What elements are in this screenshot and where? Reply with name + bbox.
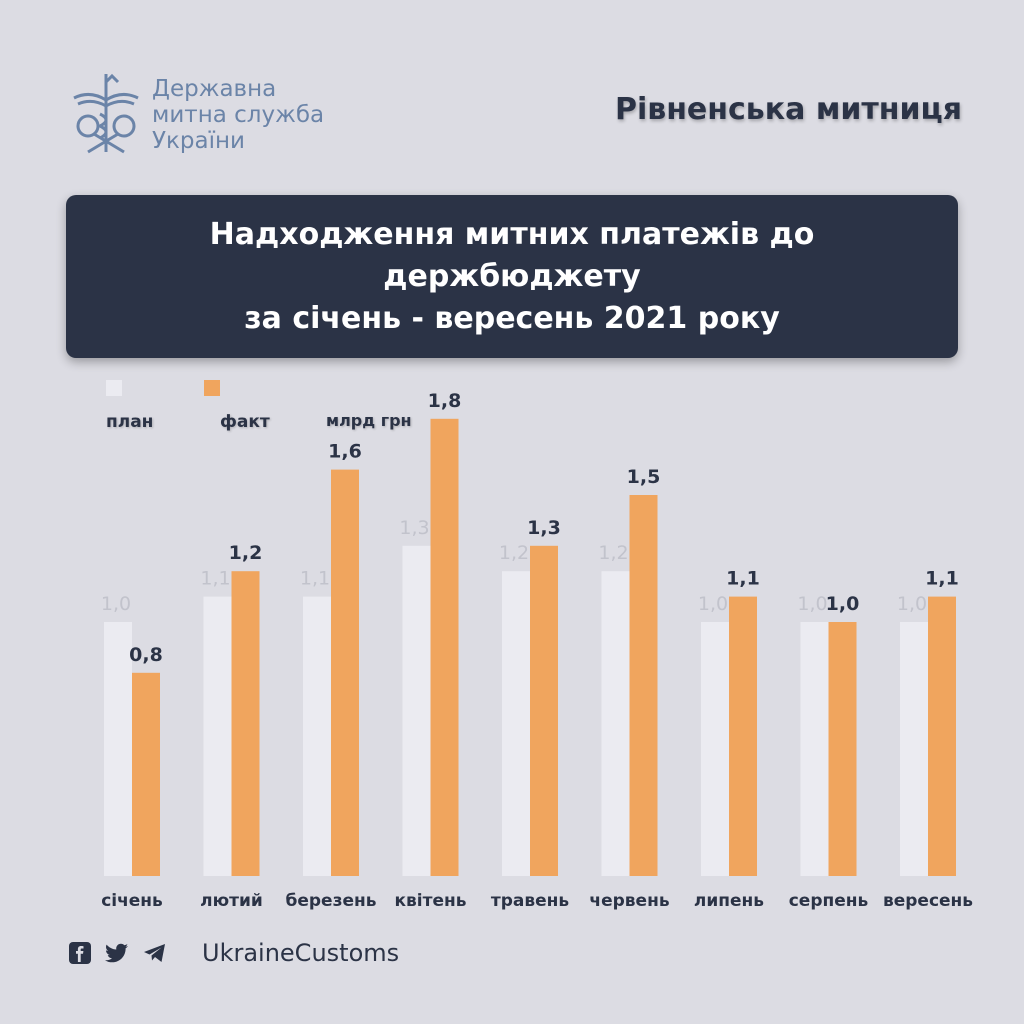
bar-plan: [502, 571, 530, 876]
legend-swatch-fact: [204, 380, 220, 396]
category-label: вересень: [883, 891, 973, 911]
chart-title-line: за січень - вересень 2021 року: [244, 300, 780, 336]
data-label-plan: 1,2: [598, 542, 628, 564]
data-label-fact: 1,1: [726, 568, 760, 590]
legend-swatch-plan: [106, 380, 122, 396]
chart-title-box: Надходження митних платежів до держбюдже…: [66, 195, 958, 358]
data-label-fact: 0,8: [129, 644, 163, 666]
category-label: лютий: [200, 891, 263, 911]
customs-logo: [66, 70, 146, 156]
social-handle[interactable]: UkraineCustoms: [202, 939, 400, 967]
data-label-plan: 1,1: [300, 568, 330, 590]
category-label: травень: [491, 891, 569, 911]
category-label: квітень: [394, 891, 466, 911]
category-label: березень: [285, 891, 376, 911]
category-label: січень: [101, 891, 163, 911]
data-label-plan: 1,0: [698, 593, 728, 615]
data-label-fact: 1,0: [826, 593, 860, 615]
facebook-icon[interactable]: [68, 941, 92, 965]
data-label-plan: 1,0: [797, 593, 827, 615]
org-line: митна служба: [152, 102, 325, 128]
data-label-plan: 1,2: [499, 542, 529, 564]
bar-fact: [331, 469, 359, 876]
telegram-icon[interactable]: [142, 941, 168, 965]
social-icons: [68, 940, 168, 966]
legend-label-fact: факт: [220, 412, 270, 432]
bar-fact: [132, 672, 160, 876]
data-label-fact: 1,8: [428, 390, 462, 412]
office-name: Рівненська митниця: [614, 92, 962, 127]
data-label-fact: 1,2: [229, 542, 263, 564]
data-label-fact: 1,1: [925, 568, 959, 590]
data-label-plan: 1,1: [200, 568, 230, 590]
chart-title-line: Надходження митних платежів до: [209, 216, 815, 252]
bar-fact: [530, 545, 558, 876]
data-label-fact: 1,5: [627, 466, 661, 488]
legend-label-plan: план: [106, 412, 154, 432]
twitter-icon[interactable]: [104, 941, 130, 965]
data-label-plan: 1,3: [399, 517, 429, 539]
bar-plan: [701, 622, 729, 876]
data-label-fact: 1,6: [328, 441, 362, 463]
bar-fact: [629, 495, 658, 876]
data-label-fact: 1,3: [527, 517, 561, 539]
bar-fact: [729, 596, 757, 876]
bar-fact: [928, 596, 956, 876]
bar-plan: [303, 596, 331, 876]
bar-plan: [402, 545, 431, 876]
bar-fact: [430, 418, 459, 876]
category-label: серпень: [789, 891, 869, 911]
chart-title-line: держбюджету: [383, 258, 641, 294]
bar-plan: [800, 622, 829, 876]
category-label: липень: [694, 891, 764, 911]
bar-fact: [828, 622, 857, 876]
bar-fact: [231, 571, 260, 876]
bar-plan: [900, 622, 928, 876]
org-line: Державна: [152, 76, 277, 102]
organization-name: Державна митна служба України: [152, 76, 324, 154]
unit-label: млрд грн: [326, 411, 412, 430]
bar-plan: [203, 596, 232, 876]
data-label-plan: 1,0: [101, 593, 131, 615]
category-label: червень: [589, 891, 669, 911]
data-label-plan: 1,0: [897, 593, 927, 615]
org-line: України: [152, 128, 245, 154]
bar-plan: [601, 571, 630, 876]
bar-plan: [104, 622, 132, 876]
